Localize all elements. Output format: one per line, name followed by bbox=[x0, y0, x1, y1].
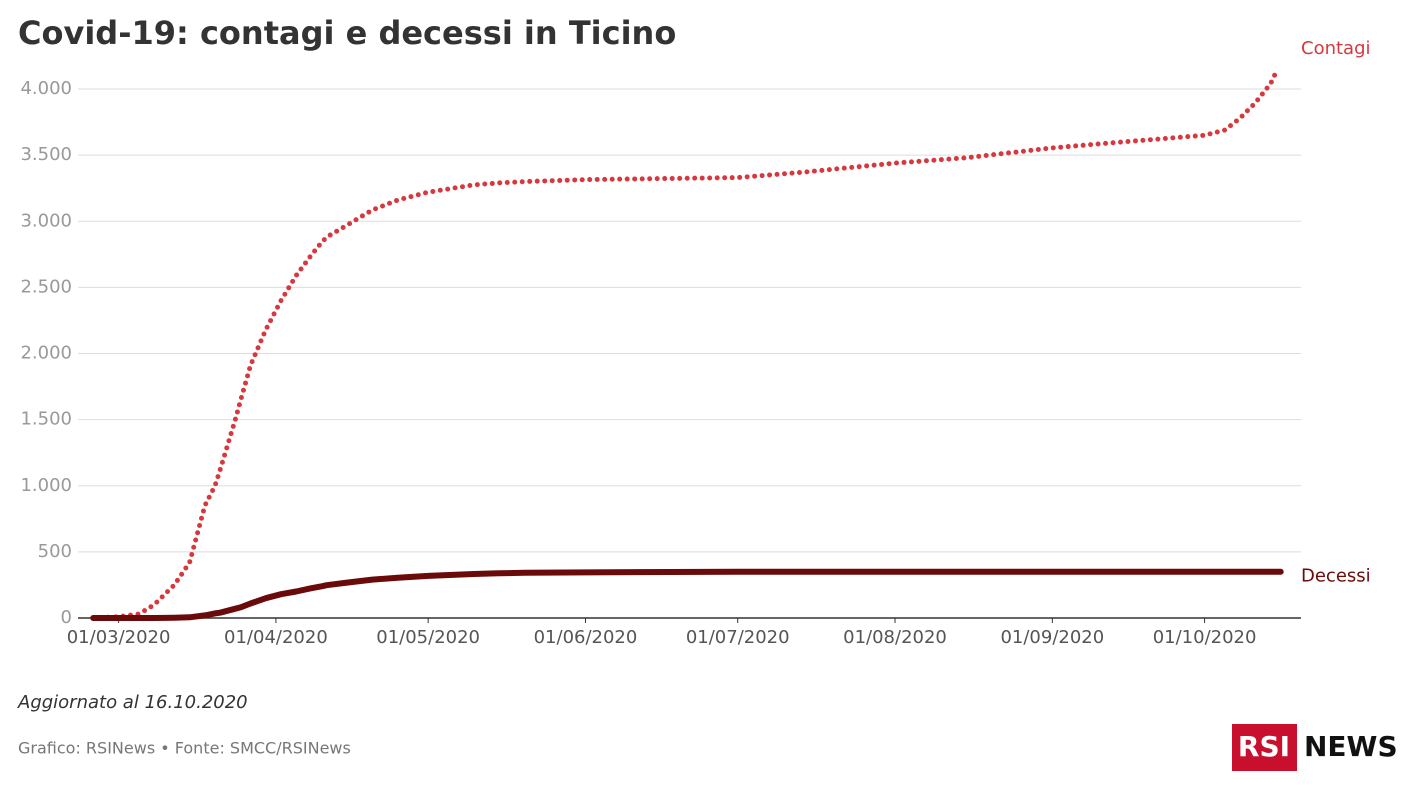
y-tick-label: 3.500 bbox=[20, 144, 72, 165]
series-line bbox=[90, 70, 1279, 621]
y-tick-label: 2.000 bbox=[20, 343, 72, 364]
y-tick-label: 4.000 bbox=[20, 78, 72, 99]
y-tick-label: 2.500 bbox=[20, 276, 72, 297]
x-tick-label: 01/05/2020 bbox=[376, 627, 480, 648]
x-tick-label: 01/08/2020 bbox=[843, 627, 947, 648]
logo-box bbox=[1232, 724, 1297, 771]
note: Aggiornato al 16.10.2020 bbox=[17, 692, 248, 713]
y-tick-label: 0 bbox=[61, 607, 72, 628]
series-label: Contagi bbox=[1301, 38, 1371, 59]
y-tick-label: 3.000 bbox=[20, 210, 72, 231]
x-tick-label: 01/07/2020 bbox=[686, 627, 790, 648]
y-tick-label: 1.500 bbox=[20, 409, 72, 430]
x-tick-label: 01/10/2020 bbox=[1153, 627, 1257, 648]
x-tick-label: 01/04/2020 bbox=[224, 627, 328, 648]
y-tick-label: 1.000 bbox=[20, 475, 72, 496]
series-line bbox=[90, 568, 1284, 621]
x-tick-label: 01/03/2020 bbox=[67, 627, 171, 648]
series-label: Decessi bbox=[1301, 566, 1371, 587]
source: Grafico: RSINews • Fonte: SMCC/RSINews bbox=[18, 739, 351, 758]
x-tick-label: 01/09/2020 bbox=[1000, 627, 1104, 648]
logo-right: NEWS bbox=[1304, 730, 1398, 763]
chart-title: Covid-19: contagi e decessi in Ticino bbox=[18, 14, 676, 52]
y-tick-label: 500 bbox=[38, 541, 72, 562]
x-tick-label: 01/06/2020 bbox=[534, 627, 638, 648]
logo-left: RSI bbox=[1238, 730, 1290, 763]
